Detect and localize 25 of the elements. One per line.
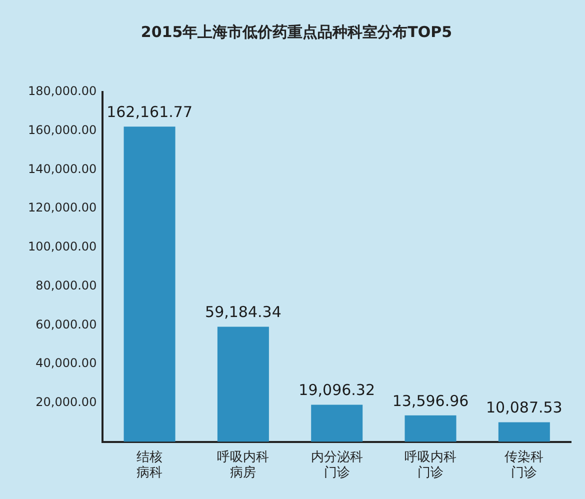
y-tick-label: 120,000.00 [28,200,97,215]
y-tick-label: 100,000.00 [28,240,97,254]
y-tick-label: 160,000.00 [28,122,97,137]
data-label: 59,184.34 [205,303,282,322]
y-tick-label: 40,000.00 [36,356,97,370]
bar [217,326,269,442]
x-tick-label: 内分泌科门诊 [310,450,363,481]
x-tick-label: 呼吸内科门诊 [404,450,457,481]
chart-title: 2015年上海市低价药重点品种科室分布TOP5 [140,22,452,41]
data-label: 10,087.53 [486,398,562,417]
data-label: 162,161.77 [106,103,192,122]
y-tick-label: 80,000.00 [36,278,97,292]
bar [498,422,550,442]
bar [311,404,363,442]
bar [404,415,456,442]
y-tick-label: 20,000.00 [36,395,97,410]
y-tick-label: 60,000.00 [36,317,97,332]
x-tick-label: 传染科门诊 [504,450,544,481]
x-tick-label: 呼吸内科病房 [217,450,270,481]
data-label: 13,596.96 [392,392,469,410]
bar [124,126,176,442]
data-label: 19,096.32 [298,381,376,400]
y-tick-label: 180,000.00 [28,84,97,98]
y-tick-label: 140,000.00 [28,162,97,176]
x-tick-label: 结核病科 [136,450,163,481]
